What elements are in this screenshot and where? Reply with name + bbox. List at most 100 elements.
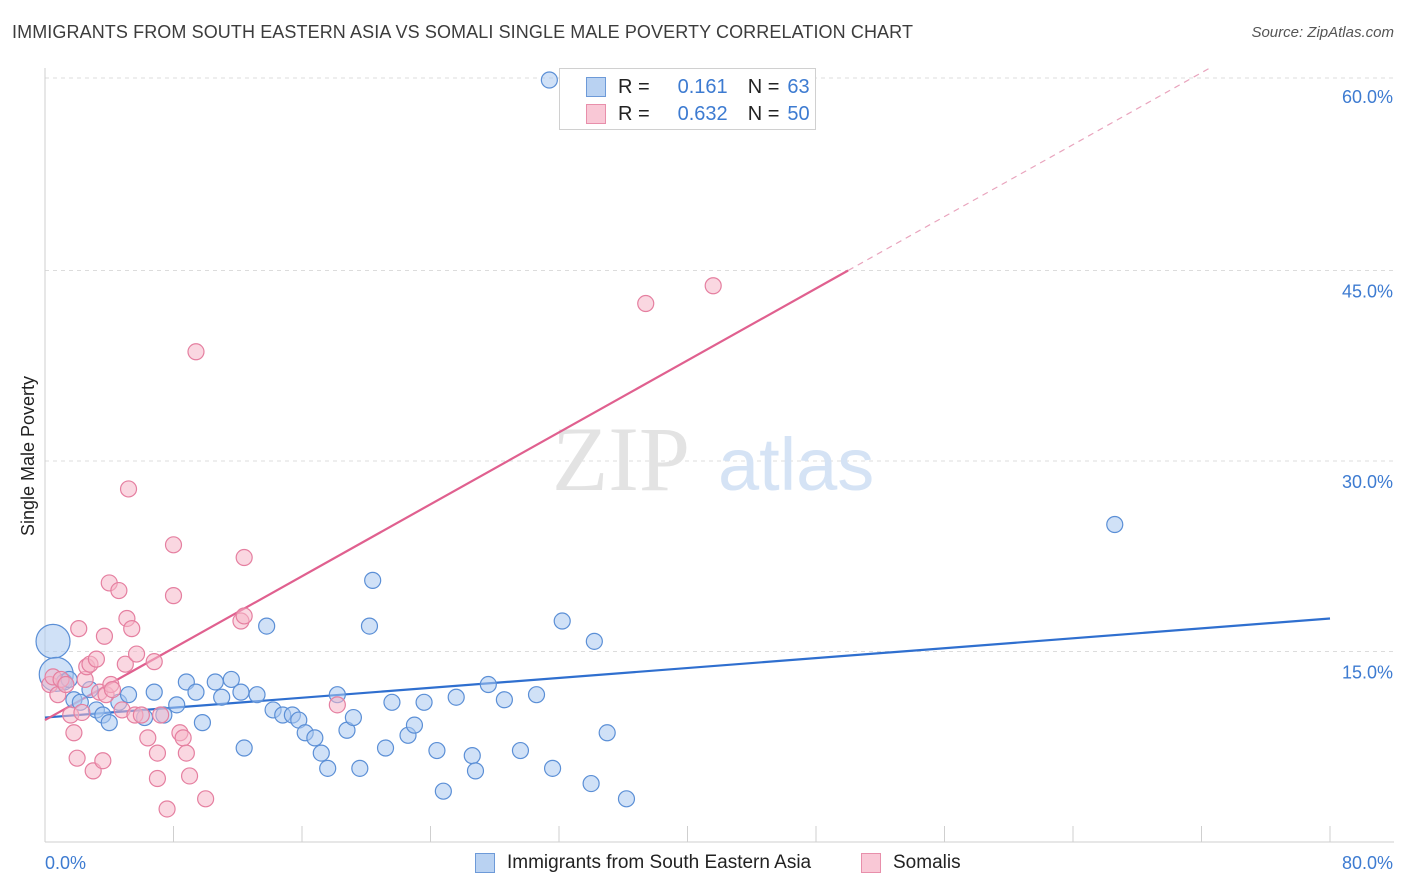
point-somalis [57, 675, 75, 694]
n-label: N = [747, 102, 780, 125]
point-somalis [174, 729, 192, 747]
point-immigrants [463, 747, 481, 765]
pink-swatch [861, 853, 881, 873]
y-tick-label: 15.0% [1342, 663, 1393, 683]
point-somalis [148, 769, 167, 788]
point-somalis [145, 653, 163, 671]
point-immigrants [235, 739, 253, 757]
point-somalis [123, 620, 141, 638]
legend-item-immigrants[interactable]: Immigrants from South Eastern Asia [475, 852, 811, 874]
tick-labels: 15.0% 30.0% 45.0% 60.0% 0.0% 80.0% [45, 87, 1393, 873]
point-immigrants [258, 617, 276, 635]
x-tick-label: 80.0% [1342, 853, 1393, 873]
point-somalis [328, 696, 346, 714]
point-somalis [152, 706, 170, 724]
x-tick-label: 0.0% [45, 853, 86, 873]
point-immigrants [582, 774, 600, 793]
point-somalis [139, 729, 157, 747]
point-somalis [637, 294, 655, 313]
point-immigrants [553, 612, 571, 630]
watermark: ZIP atlas [552, 408, 874, 510]
point-somalis [197, 790, 215, 808]
r-label: R = [618, 75, 650, 98]
legend-row-blue: R = 0.161 N = 63 [586, 75, 810, 99]
point-somalis [94, 752, 112, 770]
n-value: 63 [787, 75, 810, 98]
data-points [35, 71, 1124, 818]
trend-extension-somalis [847, 66, 1212, 272]
trend-line-somalis [44, 269, 849, 722]
point-somalis [119, 480, 138, 498]
point-somalis [87, 650, 106, 668]
point-immigrants [1106, 515, 1124, 534]
point-somalis [704, 277, 722, 295]
r-label: R = [618, 102, 650, 125]
point-immigrants [543, 759, 562, 777]
point-somalis [235, 607, 253, 625]
point-somalis [177, 744, 195, 762]
y-tick-label: 45.0% [1342, 282, 1393, 302]
point-immigrants [376, 739, 395, 757]
pink-swatch [586, 104, 606, 124]
point-immigrants [145, 683, 163, 701]
point-immigrants [527, 686, 546, 704]
point-immigrants [248, 686, 266, 704]
point-somalis [70, 620, 88, 638]
legend-row-pink: R = 0.632 N = 50 [586, 102, 810, 126]
point-immigrants [187, 683, 205, 701]
watermark-atlas: atlas [718, 423, 874, 506]
point-immigrants [447, 688, 465, 706]
point-immigrants [598, 724, 616, 742]
point-immigrants [168, 696, 186, 714]
point-immigrants [206, 673, 224, 691]
point-somalis [110, 581, 128, 600]
point-somalis [148, 744, 167, 762]
blue-swatch [475, 853, 495, 873]
point-immigrants [360, 617, 379, 635]
point-somalis [158, 800, 176, 818]
point-immigrants [351, 759, 369, 777]
point-immigrants [193, 714, 212, 732]
blue-swatch [586, 77, 606, 97]
legend-label-somalis: Somalis [893, 852, 961, 873]
point-immigrants [466, 762, 485, 780]
point-somalis [164, 536, 183, 554]
r-value: 0.161 [677, 75, 728, 98]
n-value: 50 [787, 102, 810, 125]
y-tick-label: 60.0% [1342, 87, 1393, 107]
point-somalis [73, 703, 91, 722]
point-immigrants [213, 688, 231, 706]
point-immigrants [511, 741, 530, 760]
trend-line-immigrants [44, 617, 1331, 719]
axes [44, 68, 1394, 843]
point-immigrants [35, 623, 71, 659]
point-immigrants [495, 691, 513, 709]
point-immigrants [100, 714, 118, 732]
point-immigrants [479, 675, 497, 694]
point-immigrants [306, 729, 324, 747]
point-immigrants [617, 790, 636, 808]
point-immigrants [119, 686, 138, 704]
point-immigrants [364, 571, 382, 589]
point-immigrants [415, 693, 433, 711]
point-immigrants [428, 741, 446, 760]
point-somalis [103, 680, 122, 699]
point-somalis [164, 587, 183, 605]
point-somalis [68, 749, 86, 767]
point-somalis [65, 724, 83, 742]
point-somalis [180, 767, 199, 785]
source-credit: Source: ZipAtlas.com [1251, 24, 1394, 41]
point-immigrants [585, 632, 603, 650]
r-value: 0.632 [677, 102, 728, 125]
point-immigrants [540, 71, 558, 89]
watermark-zip: ZIP [552, 408, 690, 510]
point-immigrants [434, 782, 452, 800]
point-somalis [132, 706, 150, 724]
y-tick-label: 30.0% [1342, 472, 1393, 492]
point-immigrants [222, 670, 240, 689]
legend-label-immigrants: Immigrants from South Eastern Asia [507, 852, 812, 873]
legend-item-somalis[interactable]: Somalis [861, 852, 961, 874]
point-immigrants [344, 708, 362, 727]
point-immigrants [312, 744, 330, 762]
